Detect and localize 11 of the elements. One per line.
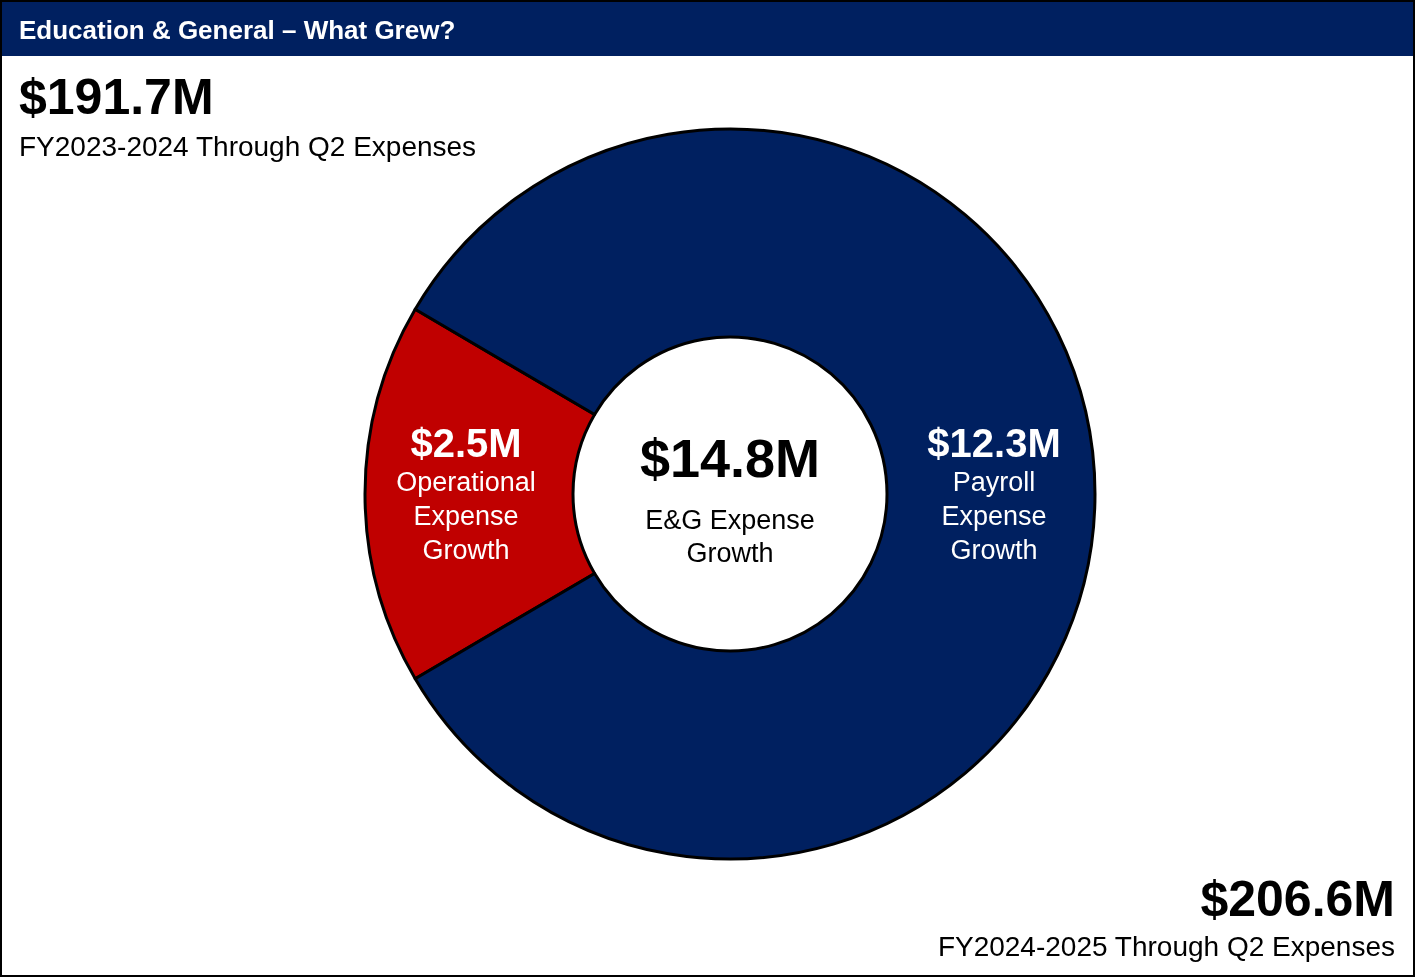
text: E&G Expense Growth (644, 504, 816, 570)
chart-title: Education & General – What Grew? (2, 2, 1413, 56)
text: $14.8M (639, 428, 821, 488)
text: $206.6M (1200, 870, 1395, 928)
text: FY2024-2025 Through Q2 Expenses (937, 931, 1395, 963)
data-label: $2.5M (410, 421, 522, 465)
text: $191.7M (19, 68, 214, 126)
data-label: $12.3M (927, 421, 1061, 465)
text: FY2023-2024 Through Q2 Expenses (19, 131, 477, 163)
slice-label: Payroll Expense Growth (941, 467, 1047, 565)
slice-label: Operational Expense Growth (396, 467, 536, 565)
